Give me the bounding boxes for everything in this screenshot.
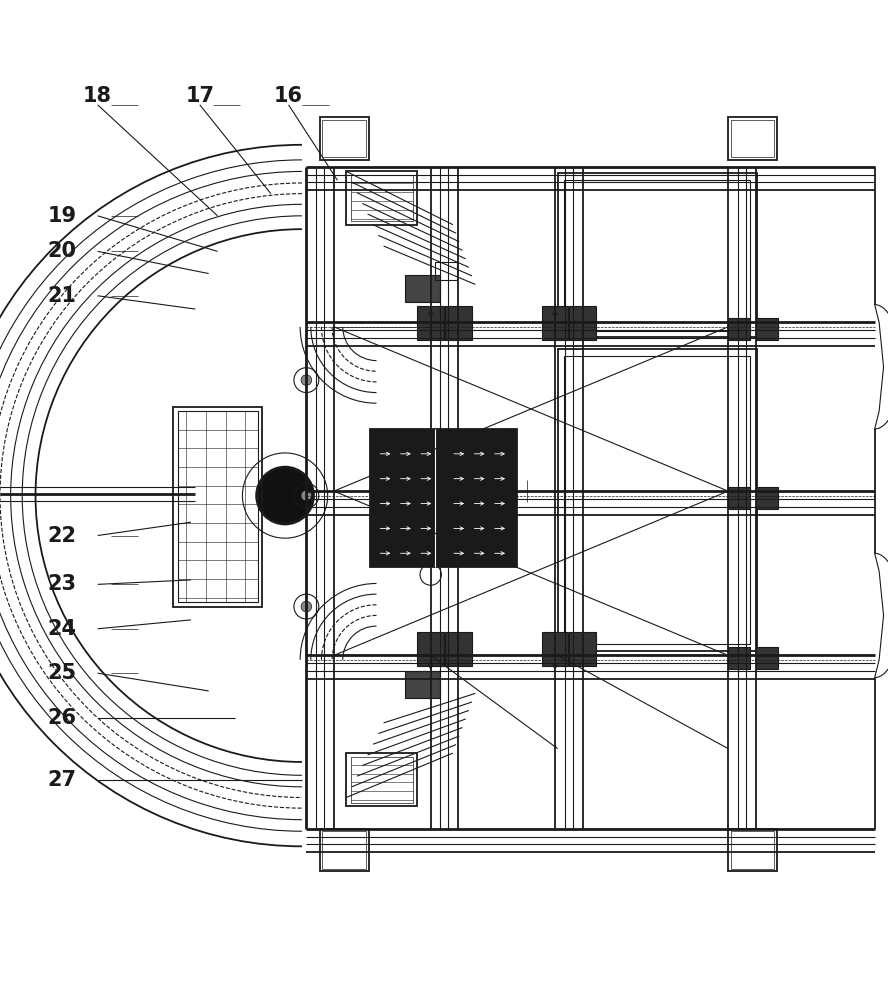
Bar	[178, 411, 258, 602]
Bar	[346, 171, 417, 225]
Text: 21: 21	[48, 286, 76, 306]
Bar	[322, 120, 366, 157]
Circle shape	[257, 467, 313, 524]
Text: 24: 24	[48, 619, 76, 639]
Circle shape	[301, 375, 312, 385]
Bar	[728, 829, 777, 871]
Circle shape	[301, 601, 312, 612]
Bar	[731, 120, 774, 157]
Bar	[728, 318, 750, 340]
Bar	[417, 306, 444, 340]
Circle shape	[301, 490, 312, 501]
Bar	[445, 306, 472, 340]
Bar	[731, 831, 774, 869]
Bar	[542, 306, 568, 340]
Bar	[322, 831, 366, 869]
Bar	[435, 262, 457, 280]
Bar	[756, 647, 778, 669]
Text: 20: 20	[48, 241, 76, 261]
Bar	[564, 356, 750, 644]
Bar	[417, 632, 444, 666]
Text: 27: 27	[48, 770, 76, 790]
Bar	[728, 117, 777, 160]
Text: 25: 25	[48, 663, 76, 683]
Bar	[558, 349, 757, 651]
Bar	[405, 671, 440, 698]
Bar	[569, 306, 596, 340]
Text: 26: 26	[48, 708, 76, 728]
Bar	[320, 117, 369, 160]
Bar	[346, 753, 417, 806]
Text: 16: 16	[274, 86, 303, 106]
Bar	[558, 173, 757, 337]
Text: 22: 22	[48, 526, 76, 546]
Bar	[728, 487, 750, 509]
Bar	[173, 407, 262, 607]
Bar	[728, 647, 750, 669]
Bar	[320, 829, 369, 871]
Bar	[569, 632, 596, 666]
Bar	[564, 180, 750, 331]
Bar	[405, 275, 440, 302]
Bar	[370, 429, 517, 567]
Text: 19: 19	[48, 206, 76, 226]
Bar	[756, 318, 778, 340]
Bar	[542, 632, 568, 666]
Text: 23: 23	[48, 574, 76, 594]
Text: 17: 17	[186, 86, 214, 106]
Bar	[351, 175, 413, 221]
Bar	[351, 757, 413, 803]
Text: 18: 18	[83, 86, 112, 106]
Bar	[445, 632, 472, 666]
Bar	[756, 487, 778, 509]
